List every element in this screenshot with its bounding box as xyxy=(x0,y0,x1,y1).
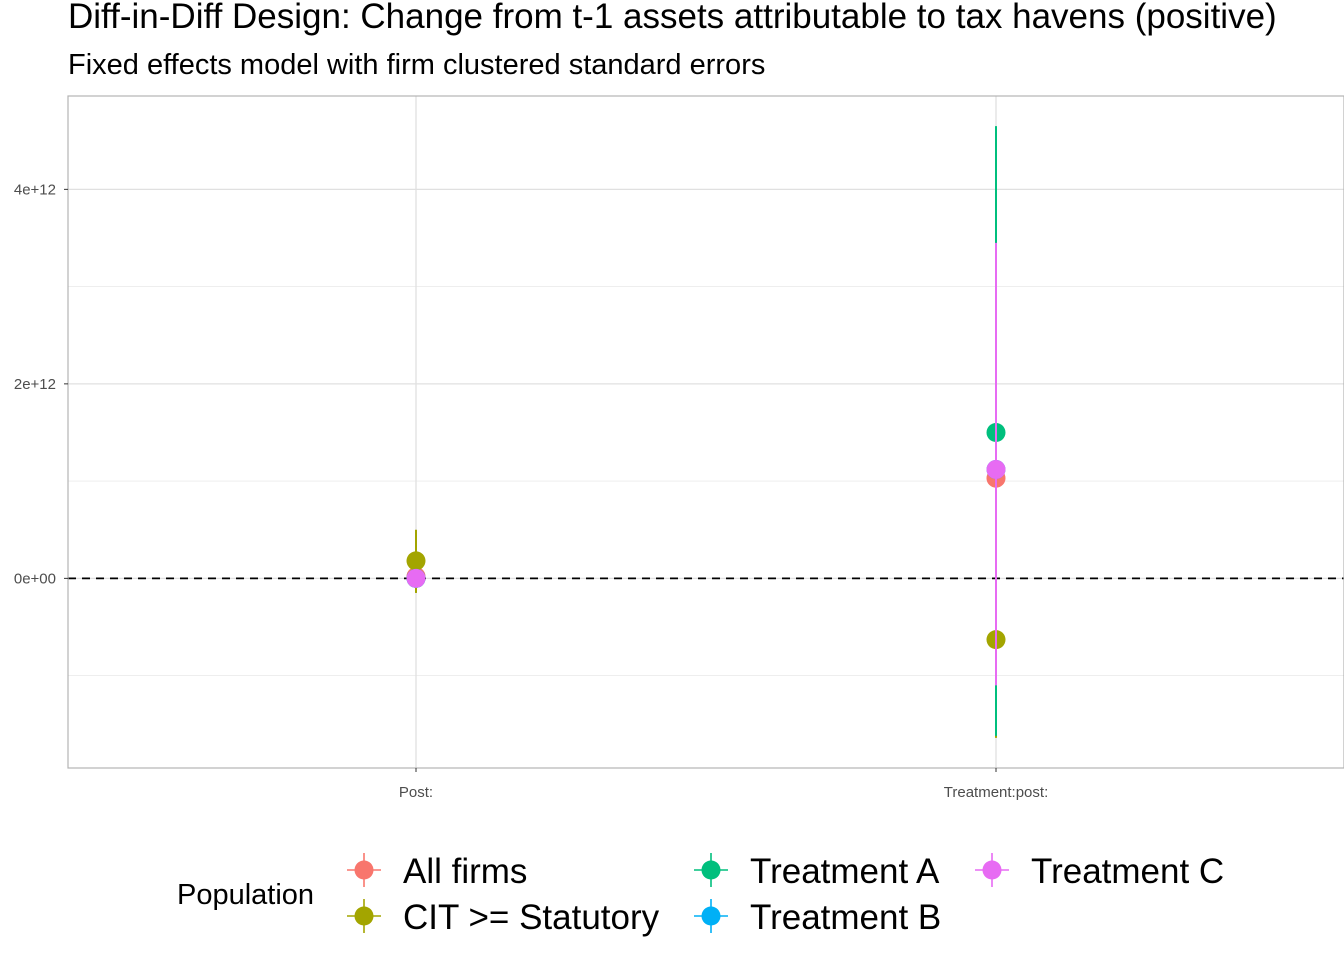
legend-key-point xyxy=(354,860,374,880)
legend-item: Treatment C xyxy=(975,852,1224,891)
point-estimate xyxy=(406,551,426,571)
legend-item: All firms xyxy=(347,852,527,891)
legend-title: Population xyxy=(177,879,314,911)
legend-key-point xyxy=(354,906,374,926)
legend: Population All firms CIT >= Statutory Trea… xyxy=(177,852,1224,937)
legend-label: Treatment B xyxy=(750,898,941,937)
legend-label: Treatment A xyxy=(750,852,940,891)
plot-panel xyxy=(68,96,1344,768)
chart-subtitle: Fixed effects model with firm clustered … xyxy=(68,49,765,81)
x-tick-label: Treatment:post: xyxy=(944,784,1049,801)
y-tick-label: 2e+12 xyxy=(14,376,56,393)
legend-item: Treatment A xyxy=(694,852,940,891)
y-tick-label: 0e+00 xyxy=(14,570,56,587)
point-estimate xyxy=(406,568,426,588)
series-layer xyxy=(406,126,1006,738)
legend-key-point xyxy=(701,860,721,880)
legend-label: CIT >= Statutory xyxy=(403,898,660,937)
legend-label: All firms xyxy=(403,852,527,891)
point-estimate xyxy=(986,459,1006,479)
chart-title: Diff-in-Diff Design: Change from t-1 ass… xyxy=(68,0,1277,36)
y-tick-label: 4e+12 xyxy=(14,181,56,198)
legend-item: CIT >= Statutory xyxy=(347,898,660,937)
legend-item: Treatment B xyxy=(694,898,941,937)
plot-border xyxy=(67,95,1344,769)
minor-grid xyxy=(68,286,1344,677)
y-axis-ticks: 0e+00 2e+12 4e+12 xyxy=(14,181,68,587)
x-axis-ticks: Post: Treatment:post: xyxy=(399,768,1048,801)
legend-label: Treatment C xyxy=(1031,852,1224,891)
series-treatment-c xyxy=(406,242,1006,686)
x-tick-label: Post: xyxy=(399,784,433,801)
legend-key-point xyxy=(982,860,1002,880)
legend-key-point xyxy=(701,906,721,926)
